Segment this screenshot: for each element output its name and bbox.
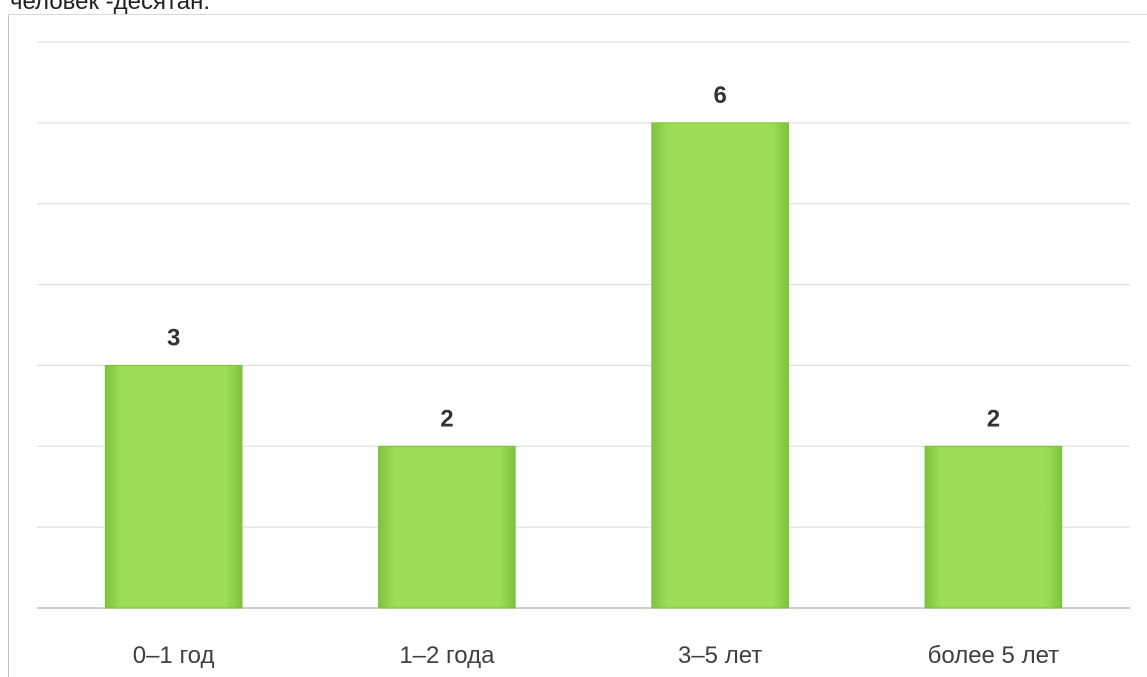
chart-frame-top: [8, 14, 1147, 15]
data-label: 2: [440, 405, 453, 432]
bar: [104, 364, 243, 609]
data-labels: 3 2 6 2: [167, 82, 1000, 432]
chart-caption: человек -десятан.: [10, 0, 211, 15]
category-tick-label: более 5 лет: [928, 642, 1060, 669]
data-label: 6: [713, 82, 726, 109]
data-label: 3: [167, 324, 180, 351]
category-tick-label: 0–1 год: [133, 642, 215, 669]
category-tick-label: 1–2 года: [399, 642, 495, 669]
bar: [378, 445, 516, 609]
category-tick-label: 3–5 лет: [678, 642, 762, 669]
category-tick-labels: 0–1 год 1–2 года 3–5 лет более 5 лет: [133, 642, 1059, 669]
bar: [651, 122, 789, 609]
chart-frame-left: [8, 14, 9, 677]
bar: [924, 445, 1063, 609]
bars: [104, 122, 1063, 609]
data-label: 2: [987, 405, 1000, 432]
